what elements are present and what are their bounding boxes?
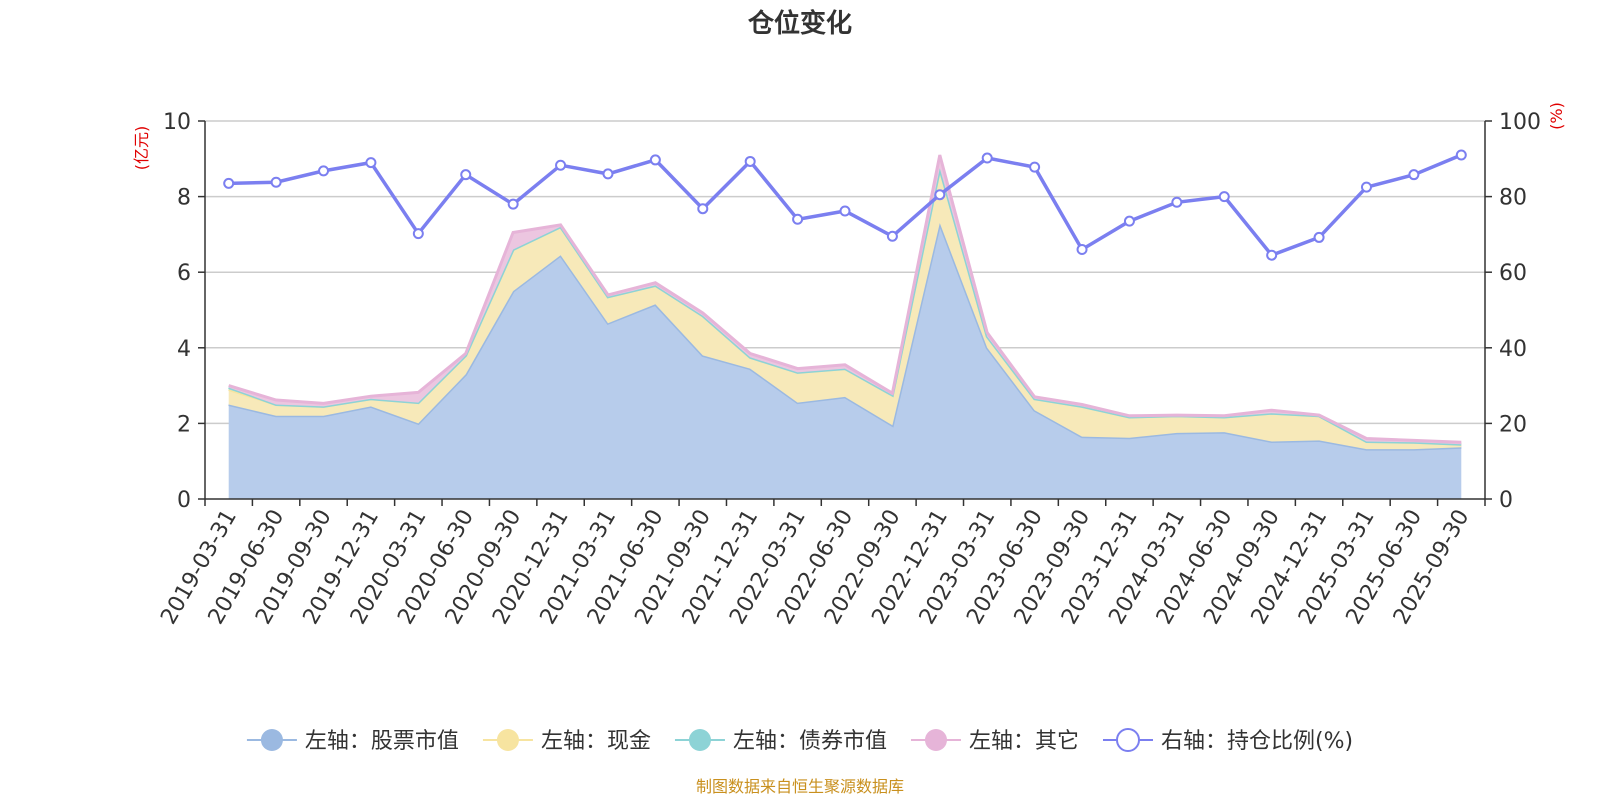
ratio-point (792, 213, 804, 225)
legend-item-0: 左轴：股票市值 (246, 729, 459, 754)
legend-label: 左轴：其它 (969, 729, 1079, 754)
ratio-point (1029, 161, 1041, 173)
ratio-point (744, 155, 756, 167)
ratio-point (1408, 169, 1420, 181)
stacked-areas (228, 154, 1462, 499)
legend-symbol-marker (260, 729, 283, 751)
left-tick-label: 10 (163, 110, 191, 135)
left-tick-label: 0 (177, 488, 191, 513)
legend-symbol-marker (924, 729, 947, 751)
right-axis-unit: (%) (1547, 102, 1566, 130)
legend-symbol-marker (688, 729, 711, 751)
legend-label: 左轴：现金 (541, 729, 651, 754)
legend-item-3: 左轴：其它 (910, 729, 1079, 754)
right-tick-label: 60 (1499, 261, 1527, 286)
ratio-point (1266, 249, 1278, 261)
legend-item-1: 左轴：现金 (482, 729, 651, 754)
legend-label: 左轴：股票市值 (305, 729, 459, 754)
right-tick-label: 100 (1499, 110, 1541, 135)
source-note: 制图数据来自恒生聚源数据库 (696, 777, 904, 796)
left-tick-label: 8 (177, 186, 191, 211)
ratio-point (886, 230, 898, 242)
left-axis-unit: (亿元) (132, 126, 151, 171)
ratio-point (934, 189, 946, 201)
ratio-point (223, 177, 235, 189)
ratio-point (1313, 231, 1325, 243)
ratio-point (270, 176, 282, 188)
ratio-point (649, 154, 661, 166)
legend: 左轴：股票市值 左轴：现金 左轴：债券市值 左轴：其它 右轴：持仓比例(%) (246, 728, 1353, 754)
chart-title: 仓位变化 (747, 8, 852, 39)
area-series-0 (228, 223, 1462, 499)
ratio-point (555, 159, 567, 171)
legend-label: 右轴：持仓比例(%) (1161, 729, 1353, 754)
legend-label: 左轴：债券市值 (733, 729, 887, 754)
ratio-point (602, 168, 614, 180)
right-tick-label: 0 (1499, 488, 1513, 513)
ratio-point (412, 228, 424, 240)
left-tick-label: 4 (177, 337, 191, 362)
ratio-line-group (223, 149, 1467, 261)
ratio-point (507, 198, 519, 210)
ratio-point (1076, 244, 1088, 256)
area-line-series-3 (228, 154, 1462, 444)
ratio-point (839, 205, 851, 217)
left-tick-label: 6 (177, 261, 191, 286)
ratio-point (318, 165, 330, 177)
ratio-point (981, 152, 993, 164)
ratio-point (1360, 181, 1372, 193)
right-tick-label: 20 (1499, 412, 1527, 437)
ratio-point (1171, 196, 1183, 208)
right-tick-label: 80 (1499, 186, 1527, 211)
ratio-point (697, 203, 709, 215)
ratio-point (1455, 149, 1467, 161)
right-tick-label: 40 (1499, 337, 1527, 362)
ratio-line (228, 153, 1462, 258)
ratio-point (460, 169, 472, 181)
legend-symbol-marker (1115, 728, 1140, 752)
ratio-point (365, 157, 377, 169)
ratio-point (1123, 215, 1135, 227)
ratio-point (1218, 191, 1230, 203)
legend-item-2: 左轴：债券市值 (674, 729, 887, 754)
legend-item-4: 右轴：持仓比例(%) (1102, 728, 1353, 754)
left-tick-label: 2 (177, 412, 191, 437)
legend-symbol-marker (496, 729, 519, 751)
